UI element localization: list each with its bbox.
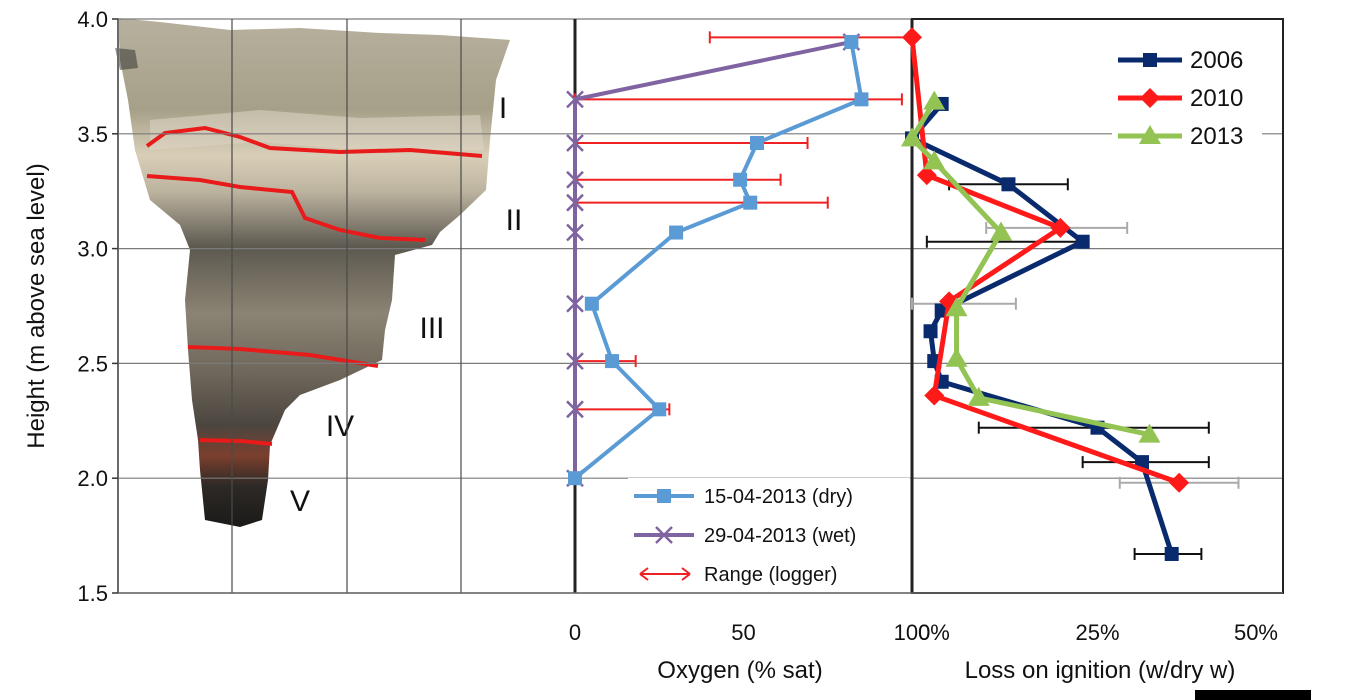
y-tick-label: 2.5 <box>77 351 108 376</box>
x-tick-label: 0% <box>918 620 950 645</box>
y-tick-label: 2.0 <box>77 466 108 491</box>
boundary-line-3 <box>187 345 379 368</box>
data-point <box>923 90 946 110</box>
core-sediment-body <box>118 18 510 527</box>
data-point <box>990 221 1013 241</box>
data-point <box>584 296 599 311</box>
data-point <box>566 223 584 242</box>
data-point <box>1164 546 1179 561</box>
zone-label: III <box>419 312 444 345</box>
loi-panel: 0% 25% 50% Loss on ignition (w/dry w) <box>901 27 1278 684</box>
data-point <box>566 90 584 109</box>
legend-label: 15-04-2013 (dry) <box>704 486 853 508</box>
corner-bar <box>1195 690 1311 700</box>
data-point <box>566 294 584 313</box>
loi-legend: 2006 2010 2013 <box>1112 42 1262 162</box>
y-tick-label: 3.5 <box>77 122 108 147</box>
y-axis-title: Height (m above sea level) <box>23 163 50 448</box>
boundary-line-2 <box>146 174 426 242</box>
data-point <box>923 324 938 339</box>
series-line <box>573 40 852 479</box>
data-point <box>749 135 764 150</box>
series-line <box>909 102 1175 555</box>
data-point <box>652 402 667 417</box>
data-point <box>924 385 945 406</box>
data-point <box>743 195 758 210</box>
legend-label: 2006 <box>1190 47 1243 74</box>
x-tick-label: 50 <box>731 620 755 645</box>
core-mottle-dark <box>115 48 138 70</box>
data-point <box>945 297 968 317</box>
core-mottle <box>150 110 484 150</box>
data-point <box>1001 177 1016 192</box>
data-point <box>568 471 582 486</box>
x-tick-label: 100 <box>894 620 931 645</box>
data-point <box>844 34 859 49</box>
legend-marker <box>1143 53 1157 67</box>
y-tick-label: 3.0 <box>77 237 108 262</box>
legend-range-arrow <box>639 567 691 581</box>
data-point <box>923 150 946 170</box>
data-point <box>669 225 684 240</box>
data-point <box>1138 423 1161 443</box>
data-point <box>902 27 922 48</box>
data-point <box>945 347 968 367</box>
data-point <box>916 165 937 186</box>
x-tick-label: 25% <box>1075 620 1119 645</box>
data-point <box>1169 472 1190 493</box>
legend-marker <box>655 526 673 544</box>
data-point <box>1050 217 1071 238</box>
data-point <box>901 127 923 147</box>
y-axis: 1.5 2.0 2.5 3.0 3.5 4.0 Height (m above sea le… <box>23 7 118 606</box>
legend-label: 2010 <box>1190 85 1243 112</box>
series-line <box>573 41 864 480</box>
y-tick-label: 4.0 <box>77 7 108 32</box>
data-point <box>566 352 584 370</box>
zone-label: IV <box>326 410 354 443</box>
legend-label: Range (logger) <box>704 564 837 586</box>
data-point <box>566 134 584 152</box>
legend-marker <box>657 489 671 503</box>
legend-label: 2013 <box>1190 123 1243 150</box>
zone-label: II <box>506 204 523 237</box>
zone-label: I <box>499 92 507 125</box>
data-point <box>566 193 584 212</box>
data-point <box>566 400 584 419</box>
legend-marker <box>1139 125 1161 144</box>
x-tick-label: 0 <box>569 620 581 645</box>
data-point <box>733 172 748 187</box>
data-point <box>605 354 620 369</box>
data-point <box>967 386 990 406</box>
x-tick-label: 50% <box>1234 620 1278 645</box>
data-point <box>1135 455 1150 470</box>
legend-marker <box>1140 88 1160 108</box>
core-photo <box>115 18 510 527</box>
x-axis-title: Oxygen (% sat) <box>657 657 822 684</box>
legend-label: 29-04-2013 (wet) <box>704 525 856 547</box>
y-tick-label: 1.5 <box>77 581 108 606</box>
data-point <box>854 92 869 107</box>
zone-boundaries <box>145 125 483 446</box>
oxygen-panel: 0 50 100 Oxygen (% sat) <box>566 31 931 684</box>
boundary-line-4 <box>199 438 273 446</box>
x-axis-title: Loss on ignition (w/dry w) <box>965 657 1236 684</box>
data-point <box>566 170 584 189</box>
boundary-line-1 <box>145 125 483 158</box>
oxygen-legend: 15-04-2013 (dry) 29-04-2013 (wet) Range (l… <box>628 478 910 592</box>
data-point <box>1075 234 1090 249</box>
zone-label: V <box>290 485 310 518</box>
